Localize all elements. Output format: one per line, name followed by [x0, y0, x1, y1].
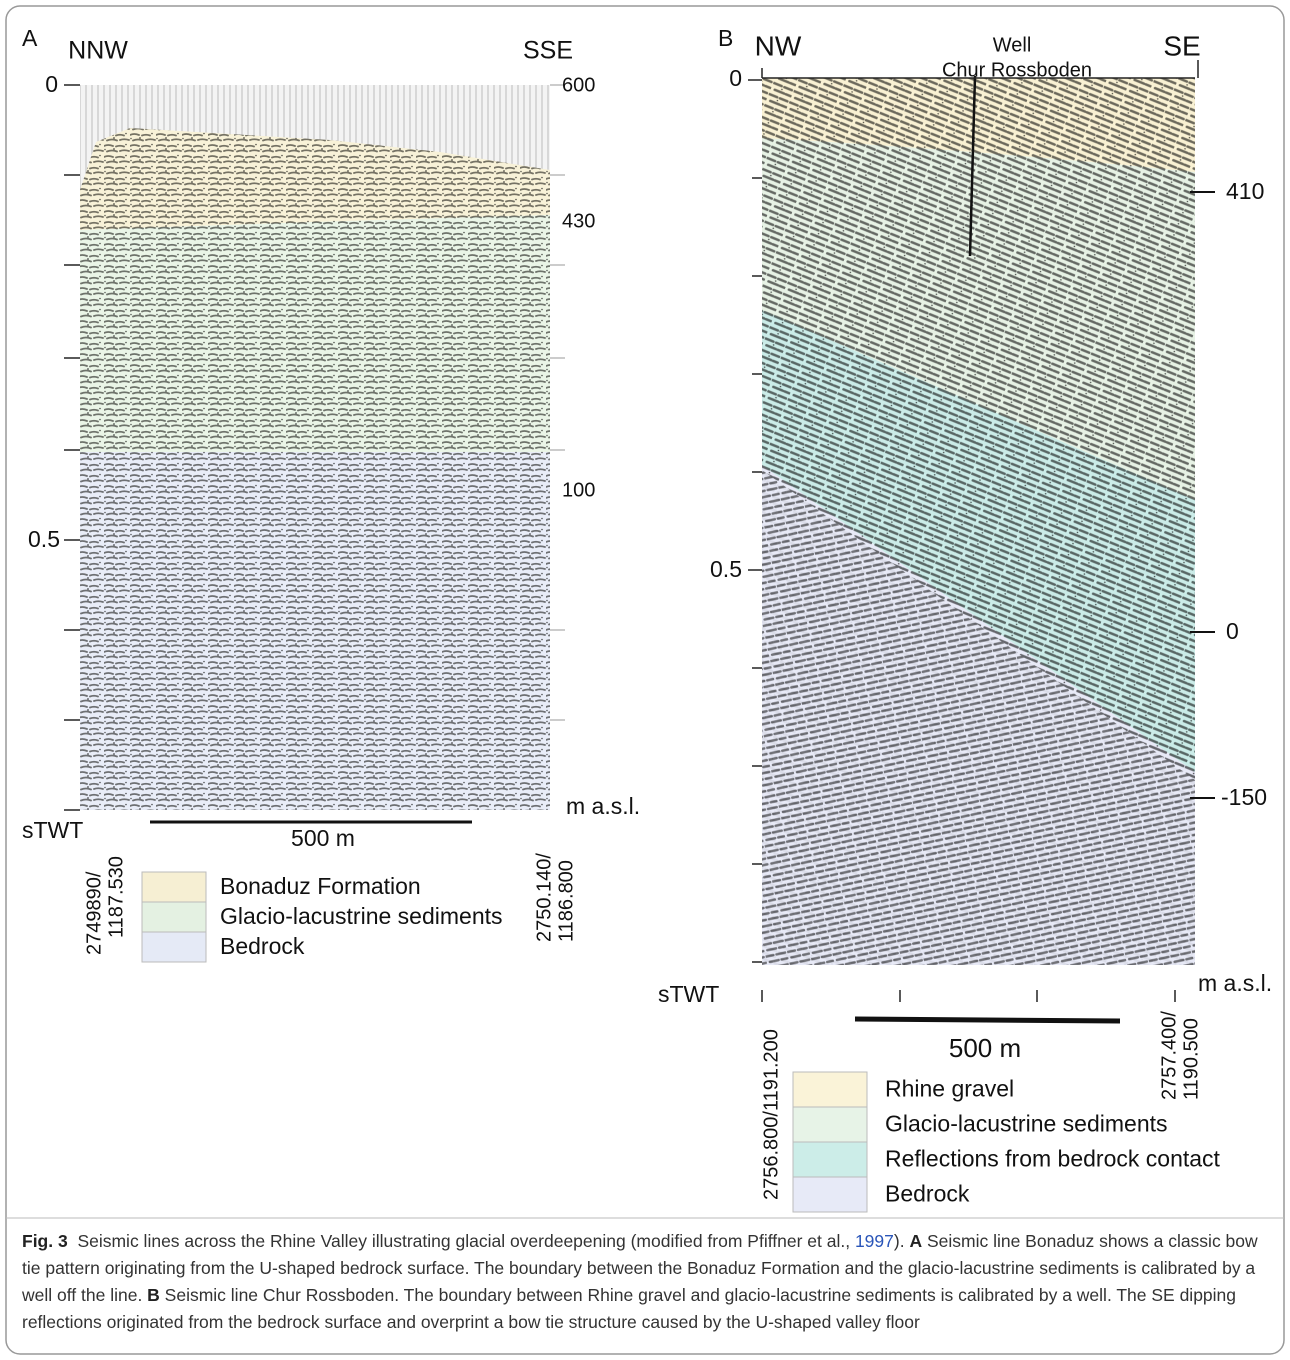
twt-ticks — [64, 85, 80, 810]
elevation-unit: m a.s.l. — [1198, 970, 1272, 996]
legend-label: Bonaduz Formation — [220, 873, 421, 899]
legend-swatch — [142, 932, 206, 962]
glacio-zone — [80, 215, 550, 452]
direction-right: SE — [1163, 30, 1200, 61]
well-label: Well — [993, 34, 1032, 56]
direction-left: NNW — [68, 37, 128, 65]
bedrock-zone — [80, 452, 550, 810]
caption-bold: A — [909, 1231, 922, 1251]
legend-label: Rhine gravel — [885, 1076, 1014, 1102]
elevation-label: 100 — [562, 479, 595, 501]
coordinate-left: 2756.800/1191.200 — [760, 1029, 782, 1200]
caption-label: Fig. 3 — [22, 1231, 68, 1251]
legend-label: Bedrock — [220, 933, 305, 959]
coordinate-right: 1186.800 — [555, 860, 577, 942]
elevation-label: 600 — [562, 74, 595, 96]
figure: A NNW SSE 0 0.5 600 430 100 m a.s.l. sTW… — [0, 0, 1290, 1360]
caption-bold: B — [147, 1285, 160, 1305]
elevation-label: -150 — [1221, 784, 1267, 810]
twt-label: sTWT — [658, 981, 719, 1007]
caption-text: ). — [894, 1231, 910, 1251]
legend-label: Reflections from bedrock contact — [885, 1146, 1221, 1172]
scale-bar-label: 500 m — [291, 825, 355, 851]
direction-left: NW — [755, 30, 802, 61]
legend-label: Bedrock — [885, 1181, 970, 1207]
twt-tick-label: 0 — [45, 71, 58, 97]
reference-link[interactable]: 1997 — [855, 1231, 894, 1251]
legend-swatch — [142, 872, 206, 902]
panel-letter: B — [718, 25, 733, 51]
panel-letter: A — [22, 25, 38, 51]
coordinate-right: 2750.140/ — [533, 853, 555, 942]
caption: Fig. 3 Seismic lines across the Rhine Va… — [22, 1228, 1272, 1336]
twt-tick-label: 0 — [729, 65, 742, 91]
elevation-label: 430 — [562, 210, 595, 232]
coordinate-right: 2757.400/ — [1158, 1011, 1180, 1100]
legend-swatch — [142, 902, 206, 932]
elevation-label: 410 — [1226, 178, 1264, 204]
caption-text: Seismic line Chur Rossboden. The boundar… — [22, 1285, 1236, 1332]
legend-label: Glacio-lacustrine sediments — [220, 903, 503, 929]
page: { "panel_a": { "letter": "A", "left_dire… — [0, 0, 1290, 1360]
elevation-ticks — [550, 85, 565, 720]
coordinate-left: 1187.530 — [105, 856, 127, 938]
legend-swatch — [793, 1107, 867, 1142]
panel-a: A NNW SSE 0 0.5 600 430 100 m a.s.l. sTW… — [22, 25, 640, 962]
elevation-unit: m a.s.l. — [566, 793, 640, 819]
elevation-label: 0 — [1226, 618, 1239, 644]
legend-swatch — [793, 1142, 867, 1177]
coordinate-left: 2749890/ — [83, 871, 105, 955]
scale-bar-label: 500 m — [949, 1033, 1021, 1063]
legend-swatch — [793, 1177, 867, 1212]
twt-tick-label: 0.5 — [28, 526, 60, 552]
legend-swatch — [793, 1072, 867, 1107]
twt-label: sTWT — [22, 817, 83, 843]
legend-label: Glacio-lacustrine sediments — [885, 1111, 1168, 1137]
twt-tick-label: 0.5 — [710, 556, 742, 582]
coordinate-right: 1190.500 — [1180, 1018, 1202, 1100]
panel-b: B NW SE Well Chur Rossboden 0 0.5 410 0 … — [658, 25, 1272, 1212]
legend: Rhine gravel Glacio-lacustrine sediments R… — [793, 1072, 1221, 1212]
scale-bar — [855, 1019, 1120, 1021]
direction-right: SSE — [523, 37, 573, 65]
well-label: Chur Rossboden — [942, 59, 1092, 81]
caption-text: Seismic lines across the Rhine Valley il… — [77, 1231, 855, 1251]
legend: Bonaduz Formation Glacio-lacustrine sedim… — [142, 872, 503, 962]
